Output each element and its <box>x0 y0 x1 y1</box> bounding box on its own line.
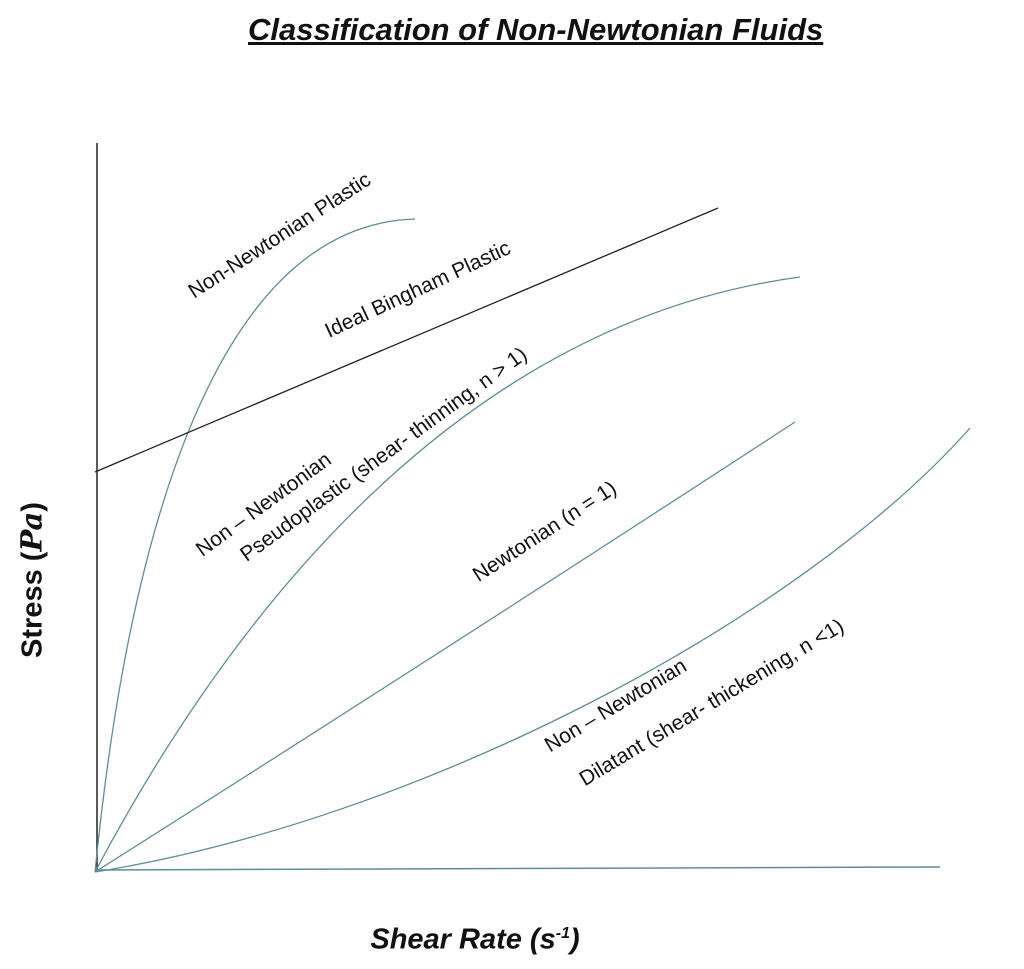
curve-ideal-bingham-plastic <box>94 207 719 473</box>
x-axis-unit: s <box>539 923 556 956</box>
curve-non-newtonian-plastic <box>94 218 416 873</box>
x-axis-label-text: Shear Rate <box>370 923 522 956</box>
y-axis-label: Stress (Pa) <box>14 502 49 658</box>
curve-newtonian <box>94 421 796 873</box>
y-axis-unit: Pa <box>14 511 49 552</box>
y-axis-label-text: Stress <box>16 569 49 658</box>
x-axis-unit-exponent: -1 <box>555 924 570 942</box>
curve-dilatant <box>94 427 971 873</box>
x-axis-label: Shear Rate (s-1) <box>370 923 580 956</box>
curve-pseudoplastic <box>94 276 801 873</box>
chart-title: Classification of Non-Newtonian Fluids <box>248 12 824 47</box>
x-axis <box>94 866 941 871</box>
